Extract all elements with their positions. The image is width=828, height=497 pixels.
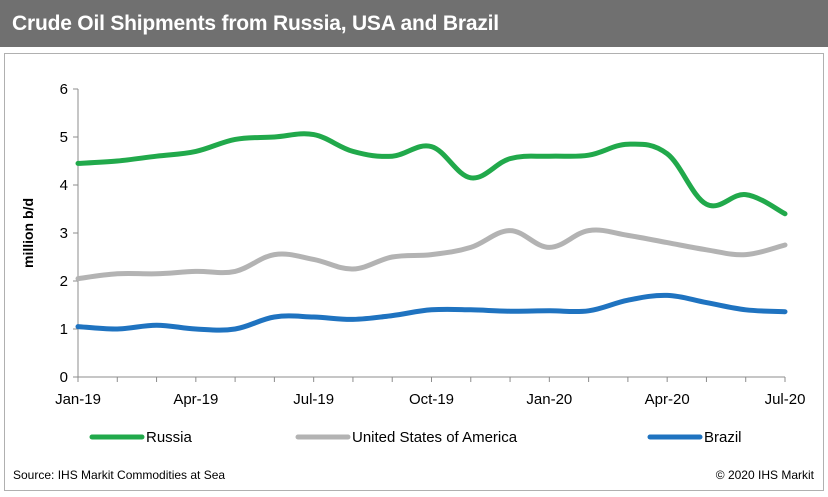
- y-tick-label: 6: [60, 81, 68, 98]
- y-axis-label: million b/d: [20, 198, 36, 268]
- series-line-united-states-of-america: [75, 227, 788, 282]
- copyright-note: © 2020 IHS Markit: [715, 468, 814, 482]
- legend-item-russia: Russia: [89, 429, 193, 446]
- y-tick-label: 0: [60, 369, 68, 386]
- y-tick-label: 5: [60, 129, 68, 146]
- x-tick-label: Oct-19: [409, 391, 454, 408]
- axes: 0 1 2 3 4 5 6 Jan-19 Apr-19 Jul-19 Oct-19 Jan-20 Apr…: [55, 81, 805, 408]
- series-lines: [75, 131, 788, 333]
- legend-label-russia: Russia: [146, 429, 193, 446]
- y-tick-label: 1: [60, 321, 68, 338]
- x-tick-label: Jul-19: [293, 391, 334, 408]
- legend-item-brazil: Brazil: [647, 429, 742, 446]
- x-tick-label: Jul-20: [765, 391, 806, 408]
- chart-frame: [4, 53, 824, 491]
- legend-item-united-states-of-america: United States of America: [295, 429, 518, 446]
- source-note: Source: IHS Markit Commodities at Sea: [13, 468, 226, 482]
- y-tick-label: 3: [60, 225, 68, 242]
- x-tick-label: Apr-19: [173, 391, 218, 408]
- x-tick-label: Apr-20: [645, 391, 690, 408]
- series-line-brazil: [75, 292, 788, 333]
- legend: Russia United States of America Brazil: [89, 429, 742, 446]
- y-tick-label: 2: [60, 273, 68, 290]
- legend-label-brazil: Brazil: [704, 429, 742, 446]
- legend-label-united-states-of-america: United States of America: [352, 429, 518, 446]
- x-tick-label: Jan-19: [55, 391, 101, 408]
- chart-title: Crude Oil Shipments from Russia, USA and…: [0, 0, 828, 47]
- y-tick-label: 4: [60, 177, 68, 194]
- x-tick-label: Jan-20: [526, 391, 572, 408]
- series-line-russia: [75, 131, 788, 217]
